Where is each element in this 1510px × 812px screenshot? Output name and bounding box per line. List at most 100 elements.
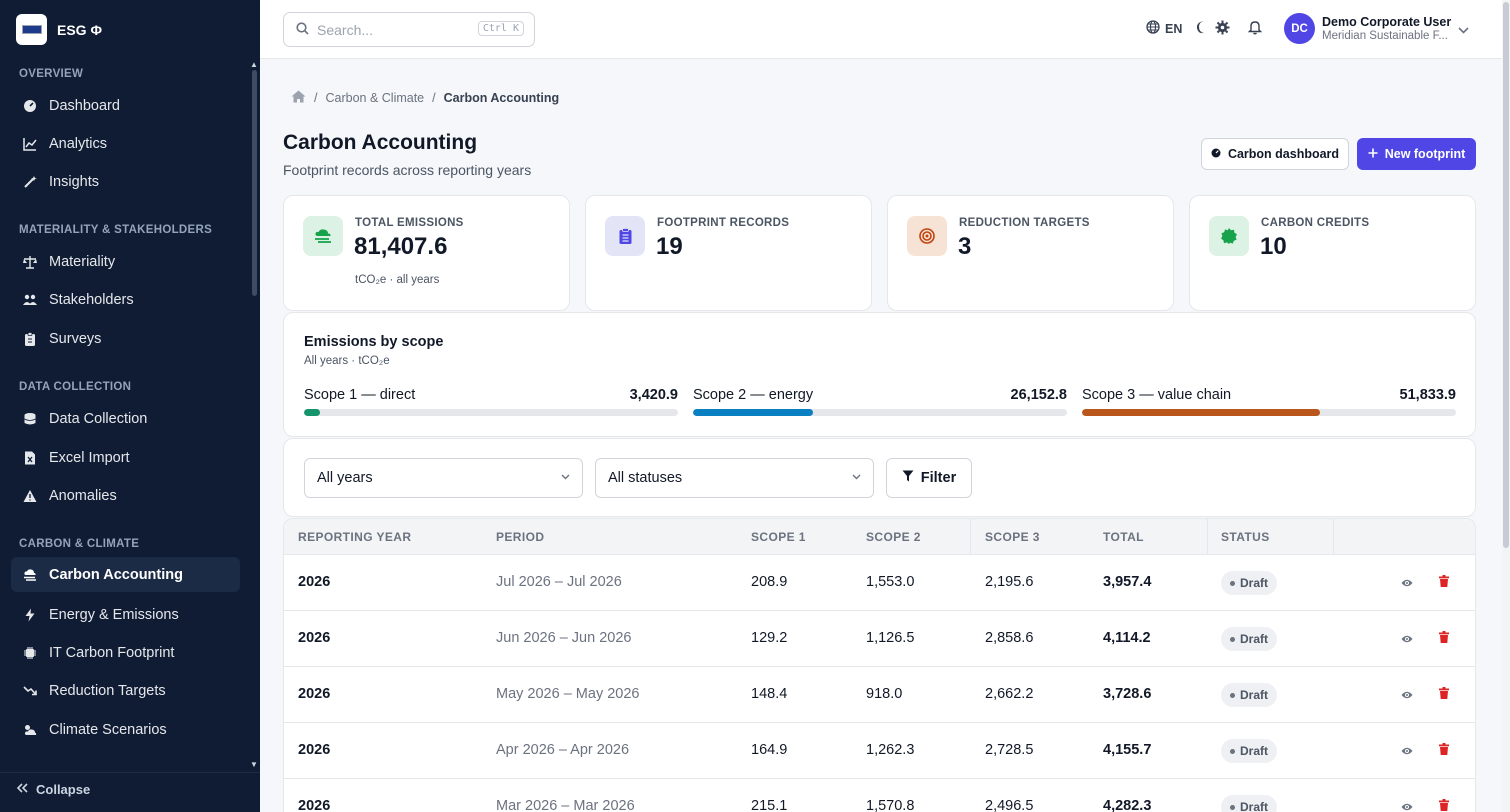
year-select[interactable]: All years xyxy=(304,458,583,498)
column-header-reporting-year[interactable]: REPORTING YEAR xyxy=(298,530,412,544)
section-title-materiality: MATERIALITY & STAKEHOLDERS xyxy=(19,224,213,236)
sidebar-item-excel-import[interactable]: Excel Import xyxy=(11,440,240,475)
cell-scope-2: 1,570.8 xyxy=(866,798,915,812)
page-scroll-thumb[interactable] xyxy=(1503,2,1509,548)
collapse-button[interactable]: Collapse xyxy=(16,782,90,797)
table-row[interactable]: 2026 Jun 2026 – Jun 2026 129.2 1,126.5 2… xyxy=(284,611,1475,667)
cell-year: 2026 xyxy=(298,798,331,812)
trash-icon[interactable] xyxy=(1439,742,1449,760)
target-icon xyxy=(907,216,947,256)
scroll-down-arrow-icon[interactable]: ▼ xyxy=(250,760,258,769)
brand[interactable]: ESG Φ xyxy=(16,14,102,45)
new-footprint-label: New footprint xyxy=(1384,147,1466,161)
scroll-up-arrow-icon[interactable]: ▲ xyxy=(250,60,258,69)
sidebar-item-it-carbon-footprint[interactable]: IT Carbon Footprint xyxy=(11,635,240,670)
chevron-down-icon[interactable] xyxy=(1458,21,1469,39)
sidebar-item-dashboard[interactable]: Dashboard xyxy=(11,88,240,123)
trash-icon[interactable] xyxy=(1439,798,1449,812)
cell-scope-3: 2,858.6 xyxy=(985,630,1034,646)
collapse-label: Collapse xyxy=(36,782,91,797)
sidebar-item-reduction-targets[interactable]: Reduction Targets xyxy=(11,673,240,708)
sidebar-item-insights[interactable]: Insights xyxy=(11,164,240,199)
column-header-scope-1[interactable]: SCOPE 1 xyxy=(751,530,806,544)
page-scrollbar[interactable] xyxy=(1502,0,1510,812)
notifications-button[interactable] xyxy=(1247,20,1263,40)
column-header-total[interactable]: TOTAL xyxy=(1103,530,1144,544)
column-header-period[interactable]: PERIOD xyxy=(496,530,545,544)
search-input[interactable]: Search... Ctrl K xyxy=(283,12,535,47)
eye-icon[interactable] xyxy=(1401,631,1413,649)
cell-total: 4,114.2 xyxy=(1103,630,1151,646)
cell-period: May 2026 – May 2026 xyxy=(496,686,640,702)
status-label: Draft xyxy=(1240,800,1269,812)
scope-progress-track xyxy=(693,409,1067,416)
section-title-carbon-climate: CARBON & CLIMATE xyxy=(19,538,140,550)
avatar[interactable]: DC xyxy=(1284,13,1315,44)
badge-certificate-icon xyxy=(1209,216,1249,256)
sidebar-scrollbar[interactable]: ▲ ▼ xyxy=(250,60,258,772)
table-header: REPORTING YEAR PERIOD SCOPE 1 SCOPE 2 SC… xyxy=(284,519,1475,555)
status-select[interactable]: All statuses xyxy=(595,458,874,498)
table-row[interactable]: 2026 Jul 2026 – Jul 2026 208.9 1,553.0 2… xyxy=(284,555,1475,611)
new-footprint-button[interactable]: New footprint xyxy=(1357,138,1476,170)
sidebar-item-analytics[interactable]: Analytics xyxy=(11,126,240,161)
sidebar-item-energy-emissions[interactable]: Energy & Emissions xyxy=(11,597,240,632)
home-icon[interactable] xyxy=(291,90,306,106)
breadcrumb-parent[interactable]: Carbon & Climate xyxy=(325,91,425,105)
file-excel-icon xyxy=(23,451,37,465)
sidebar-item-label: Stakeholders xyxy=(49,291,134,308)
column-separator xyxy=(1333,519,1334,555)
language-switcher[interactable]: EN xyxy=(1146,20,1182,37)
table-row[interactable]: 2026 Mar 2026 – Mar 2026 215.1 1,570.8 2… xyxy=(284,779,1475,812)
sidebar-item-surveys[interactable]: Surveys xyxy=(11,321,240,356)
eye-icon[interactable] xyxy=(1401,799,1413,812)
eye-icon[interactable] xyxy=(1401,743,1413,761)
language-label: EN xyxy=(1165,21,1183,36)
table-row[interactable]: 2026 May 2026 – May 2026 148.4 918.0 2,6… xyxy=(284,667,1475,723)
scope-value: 51,833.9 xyxy=(1399,387,1456,403)
column-separator xyxy=(970,519,971,555)
sidebar: ESG Φ OVERVIEW Dashboard Analytics Insig… xyxy=(0,0,260,812)
trend-down-icon xyxy=(23,684,37,698)
trash-icon[interactable] xyxy=(1439,686,1449,704)
users-icon xyxy=(23,293,37,307)
sidebar-item-label: Data Collection xyxy=(49,410,148,427)
sidebar-item-climate-scenarios[interactable]: Climate Scenarios xyxy=(11,712,240,747)
sidebar-item-stakeholders[interactable]: Stakeholders xyxy=(11,282,240,317)
wand-icon xyxy=(23,175,37,189)
eye-icon[interactable] xyxy=(1401,687,1413,705)
sidebar-item-data-collection[interactable]: Data Collection xyxy=(11,401,240,436)
status-badge: Draft xyxy=(1221,739,1278,763)
app-name: ESG Φ xyxy=(57,21,102,38)
sidebar-scroll-thumb[interactable] xyxy=(252,70,257,296)
table-row[interactable]: 2026 Apr 2026 – Apr 2026 164.9 1,262.3 2… xyxy=(284,723,1475,779)
sidebar-item-materiality[interactable]: Materiality xyxy=(11,244,240,279)
carbon-dashboard-label: Carbon dashboard xyxy=(1227,147,1340,161)
cell-total: 3,957.4 xyxy=(1103,574,1152,590)
column-header-scope-3[interactable]: SCOPE 3 xyxy=(985,530,1040,544)
scope-card-subtitle: All years · tCO₂e xyxy=(304,355,390,367)
cell-year: 2026 xyxy=(298,742,331,758)
carbon-dashboard-button[interactable]: Carbon dashboard xyxy=(1201,138,1349,170)
scope-value: 3,420.9 xyxy=(629,387,678,403)
globe-icon xyxy=(1146,20,1160,37)
filter-button[interactable]: Filter xyxy=(886,458,972,498)
scope-progress-track xyxy=(1082,409,1456,416)
scope-name: Scope 1 — direct xyxy=(304,387,416,403)
sidebar-item-anomalies[interactable]: Anomalies xyxy=(11,478,240,513)
breadcrumb-separator: / xyxy=(432,91,436,105)
cell-year: 2026 xyxy=(298,574,331,590)
trash-icon[interactable] xyxy=(1439,630,1449,648)
trash-icon[interactable] xyxy=(1439,574,1449,592)
cell-total: 4,282.3 xyxy=(1103,798,1152,812)
sidebar-item-label: Dashboard xyxy=(49,97,120,114)
theme-toggle[interactable] xyxy=(1196,20,1230,40)
stat-value: 10 xyxy=(1260,233,1287,260)
bell-icon xyxy=(1247,21,1263,39)
column-header-scope-2[interactable]: SCOPE 2 xyxy=(866,530,921,544)
eye-icon[interactable] xyxy=(1401,575,1413,593)
column-header-status[interactable]: STATUS xyxy=(1221,530,1270,544)
user-name[interactable]: Demo Corporate User xyxy=(1322,15,1452,29)
sidebar-item-carbon-accounting[interactable]: Carbon Accounting xyxy=(11,557,240,592)
page-title: Carbon Accounting xyxy=(283,131,478,154)
